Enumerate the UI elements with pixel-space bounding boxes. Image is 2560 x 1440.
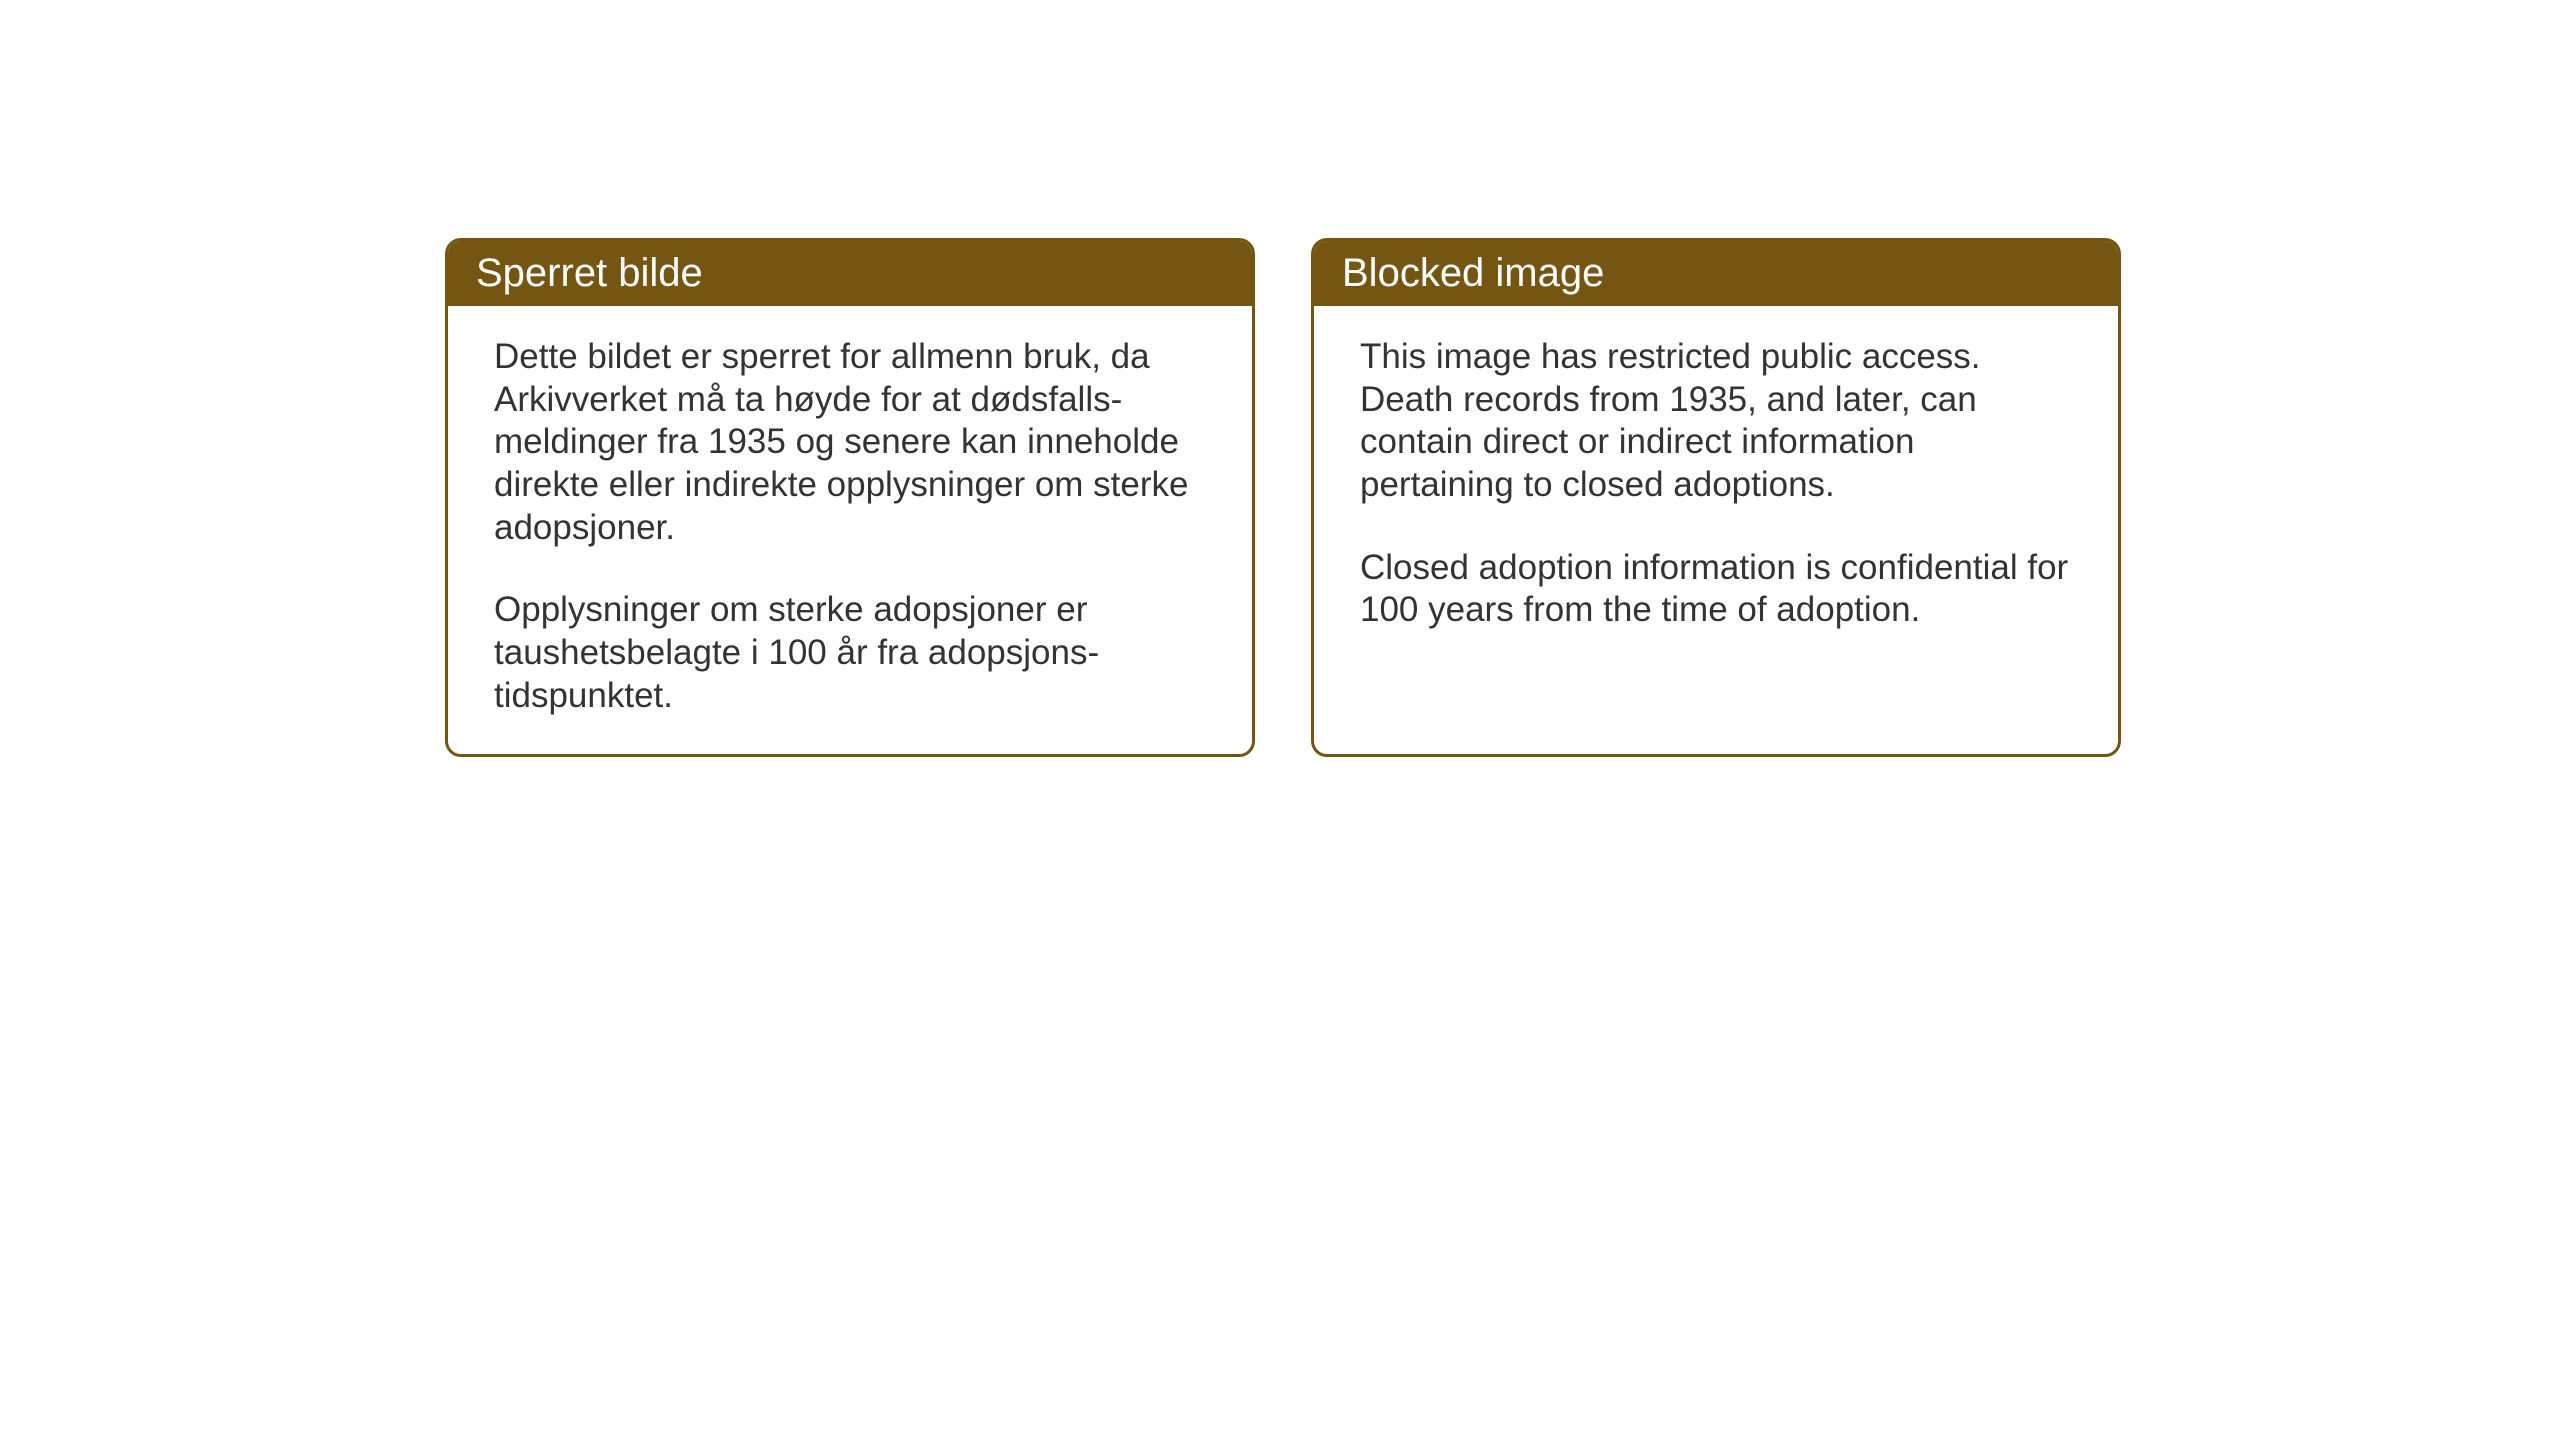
- norwegian-card-title: Sperret bilde: [448, 241, 1252, 306]
- notice-container: Sperret bilde Dette bildet er sperret fo…: [445, 238, 2121, 757]
- norwegian-card-body: Dette bildet er sperret for allmenn bruk…: [448, 306, 1252, 754]
- english-paragraph-2: Closed adoption information is confident…: [1360, 547, 2072, 632]
- english-notice-card: Blocked image This image has restricted …: [1311, 238, 2121, 757]
- english-paragraph-1: This image has restricted public access.…: [1360, 336, 2072, 507]
- norwegian-paragraph-1: Dette bildet er sperret for allmenn bruk…: [494, 336, 1206, 549]
- norwegian-notice-card: Sperret bilde Dette bildet er sperret fo…: [445, 238, 1255, 757]
- english-card-body: This image has restricted public access.…: [1314, 306, 2118, 668]
- norwegian-paragraph-2: Opplysninger om sterke adopsjoner er tau…: [494, 589, 1206, 717]
- english-card-title: Blocked image: [1314, 241, 2118, 306]
